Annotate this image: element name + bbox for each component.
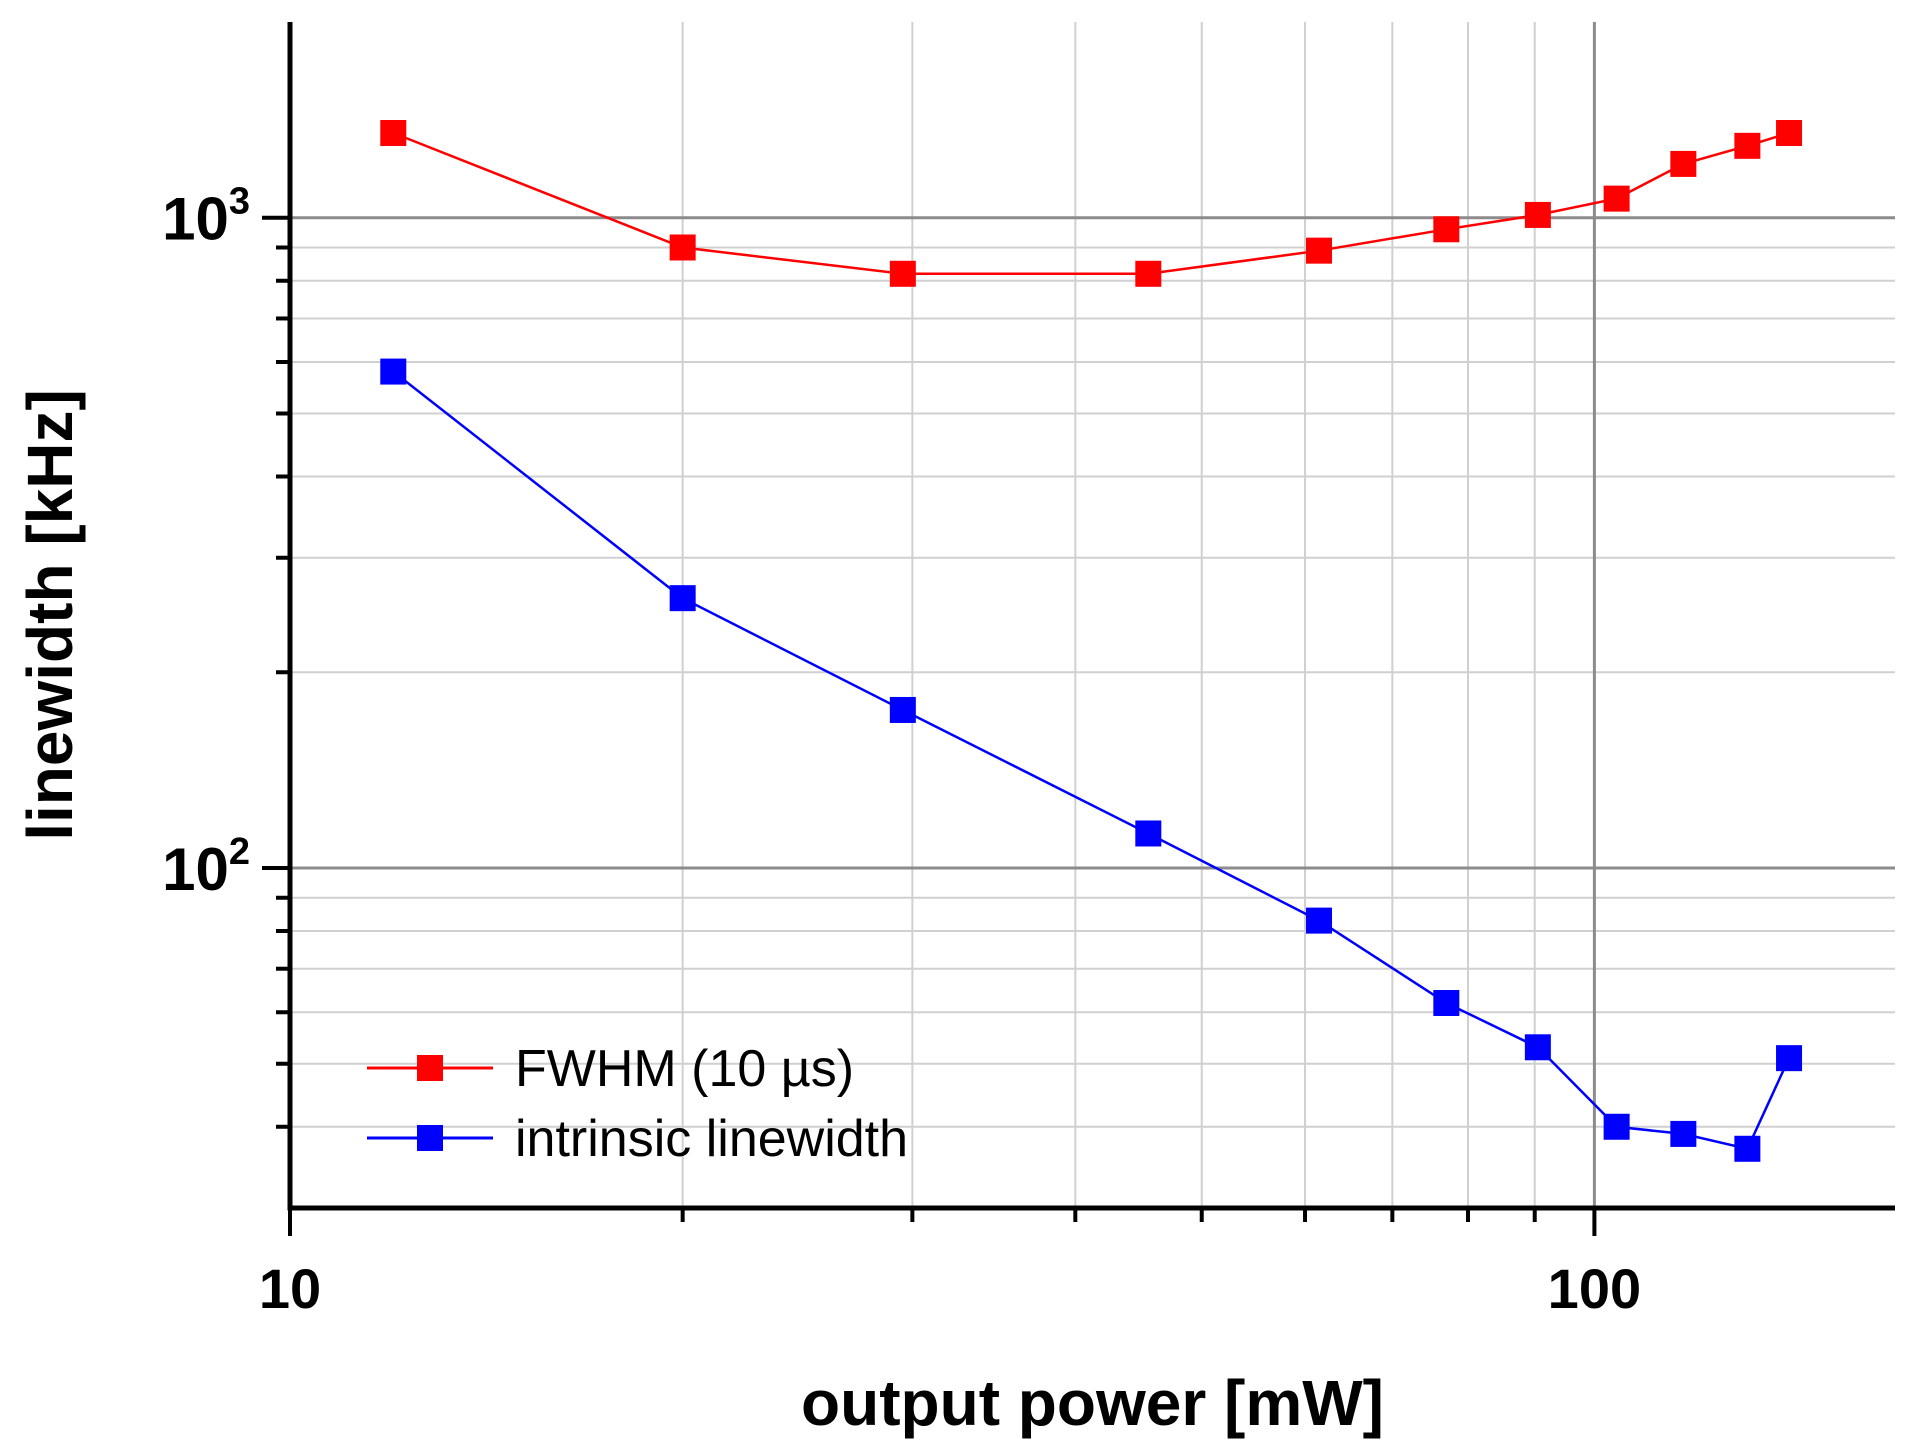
series-line-0 (392, 131, 1790, 276)
data-point-1 (1776, 1045, 1803, 1072)
data-point-1 (1670, 1120, 1697, 1147)
y-tick-exponent: 3 (229, 181, 250, 223)
plot-frame (287, 22, 1895, 1211)
data-point-1 (1306, 907, 1333, 934)
data-point-1 (380, 358, 407, 385)
y-tick-base: 10 (162, 186, 229, 253)
series-group (380, 119, 1803, 1162)
y-tick-label: 103 (162, 181, 250, 253)
data-point-1 (1734, 1135, 1761, 1162)
data-point-0 (1433, 216, 1460, 243)
legend-label-0: FWHM (10 µs) (515, 1040, 854, 1098)
x-tick-label: 10 (259, 1257, 321, 1320)
data-point-0 (1306, 237, 1333, 264)
data-point-0 (1734, 132, 1761, 159)
y-tick-base: 10 (162, 836, 229, 903)
data-point-0 (1670, 150, 1697, 177)
data-point-1 (889, 696, 916, 723)
legend-label-1: intrinsic linewidth (515, 1110, 908, 1168)
data-point-1 (669, 585, 696, 612)
data-point-0 (669, 234, 696, 261)
data-point-1 (1524, 1034, 1551, 1061)
y-axis-title: linewidth [kHz] (14, 389, 86, 841)
data-point-0 (1603, 185, 1630, 212)
legend-marker-1 (417, 1125, 443, 1151)
data-point-1 (1603, 1113, 1630, 1140)
data-point-0 (1776, 119, 1803, 146)
x-tick-label: 100 (1548, 1257, 1641, 1320)
data-point-0 (889, 260, 916, 287)
data-point-0 (1135, 260, 1162, 287)
data-point-0 (1524, 201, 1551, 228)
y-tick-exponent: 2 (229, 831, 250, 873)
data-point-1 (1135, 820, 1162, 847)
x-axis-title: output power [mW] (801, 1367, 1384, 1439)
legend: FWHM (10 µs) intrinsic linewidth (367, 1040, 908, 1168)
y-tick-label: 102 (162, 831, 250, 903)
data-point-0 (380, 119, 407, 146)
grid (288, 22, 1895, 1208)
series-line-1 (392, 370, 1791, 1151)
data-point-1 (1433, 989, 1460, 1016)
legend-marker-0 (417, 1055, 443, 1081)
